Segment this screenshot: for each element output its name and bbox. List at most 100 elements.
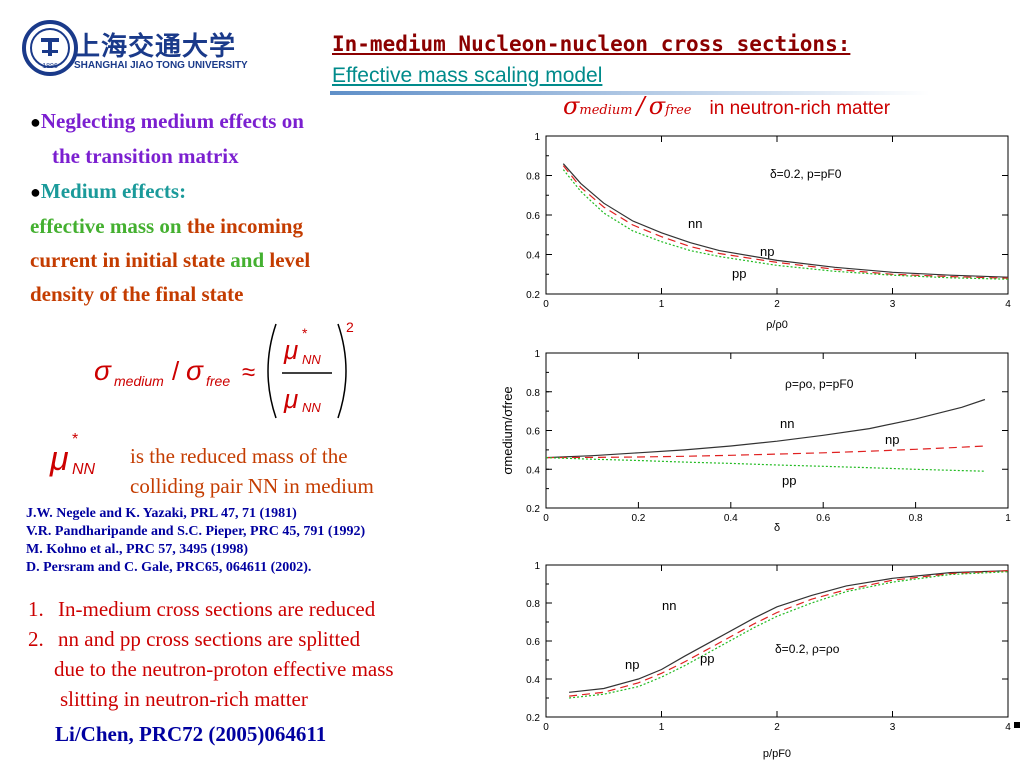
x-tick-label: 2 — [774, 722, 780, 733]
plot-frame — [545, 135, 1009, 295]
y-tick-label: 0.4 — [526, 465, 540, 476]
svg-text:free: free — [206, 373, 230, 389]
y-tick-label: 0.4 — [526, 675, 540, 686]
series-line-nn — [569, 570, 1009, 693]
curve-label-np: np — [625, 657, 639, 672]
reference-item: J.W. Negele and K. Yazaki, PRL 47, 71 (1… — [26, 506, 297, 521]
svg-text:1896: 1896 — [42, 63, 58, 70]
curve-label-nn: nn — [662, 598, 676, 613]
series-line-nn — [562, 163, 1009, 278]
chart-isospin-asymmetry: 0.20.40.60.810 0.2 0.4 0.6 0.8 1δσmedium/σfre… — [500, 349, 1011, 534]
reference-item: M. Kohno et al., PRC 57, 3495 (1998) — [26, 542, 249, 557]
svg-text:≈: ≈ — [242, 359, 255, 386]
x-tick-label: 0.8 — [909, 513, 923, 524]
curve-label-nn: nn — [688, 216, 702, 231]
y-tick-label: 0.4 — [526, 251, 540, 262]
series-line-np — [545, 445, 985, 459]
svg-text:*: * — [72, 431, 78, 448]
x-tick-label: 0.2 — [631, 513, 645, 524]
svg-text:NN: NN — [302, 352, 321, 367]
y-tick-label: 0.6 — [526, 637, 540, 648]
series-line-np — [569, 570, 1009, 697]
university-logo: 1896 — [22, 18, 242, 84]
x-tick-label: 0 — [543, 513, 549, 524]
x-tick-label: 4 — [1005, 722, 1011, 733]
chart-annotation: ρ=ρo, p=pF0 — [785, 377, 854, 391]
effective-mass-formula: σ medium / σ free ≈ μ * NN μ NN 2 — [94, 319, 354, 419]
plot-frame — [545, 564, 1009, 718]
x-tick-label: 4 — [1005, 299, 1011, 310]
series-line-pp — [569, 571, 1009, 699]
bullet-neglecting-medium: ●Neglecting medium effects on the transi… — [30, 109, 304, 168]
series-line-np — [562, 165, 1009, 279]
x-tick-label: 3 — [890, 722, 896, 733]
x-tick-label: 3 — [890, 299, 896, 310]
y-tick-label: 0.2 — [526, 290, 540, 301]
y-tick-label: 0.8 — [526, 599, 540, 610]
series-line-pp — [545, 457, 985, 472]
y-tick-label: 0.6 — [526, 211, 540, 222]
references-list: J.W. Negele and K. Yazaki, PRL 47, 71 (1… — [26, 505, 365, 577]
x-tick-label: 0.4 — [724, 513, 738, 524]
y-tick-label: 0.6 — [526, 427, 540, 438]
x-tick-label: 1 — [659, 299, 665, 310]
curve-label-np: np — [760, 244, 774, 259]
reference-item: D. Persram and C. Gale, PRC65, 064611 (2… — [26, 560, 312, 575]
y-tick-label: 1 — [534, 132, 540, 143]
x-tick-label: 2 — [774, 299, 780, 310]
svg-text:σ: σ — [186, 355, 204, 386]
y-tick-label: 0.2 — [526, 713, 540, 724]
curve-label-pp: pp — [732, 266, 746, 281]
bullet-dot-icon: ● — [30, 182, 41, 202]
reference-item: V.R. Pandharipande and S.C. Pieper, PRC … — [26, 524, 366, 539]
reduced-mass-symbol: μ * NN — [49, 431, 96, 478]
university-seal-icon: 1896 — [22, 20, 78, 76]
svg-text:μ: μ — [49, 440, 69, 478]
y-tick-label: 1 — [534, 349, 540, 360]
svg-text:*: * — [302, 325, 308, 341]
x-axis-label: p/pF0 — [763, 748, 791, 760]
series-line-nn — [545, 398, 986, 459]
plot-frame — [545, 352, 1009, 509]
svg-text:medium: medium — [114, 373, 164, 389]
curve-label-nn: nn — [780, 416, 794, 431]
x-tick-label: 1 — [659, 722, 665, 733]
chart-annotation: δ=0.2, p=pF0 — [770, 167, 842, 181]
conclusion-item: 2. nn and pp cross sections are splitted — [28, 627, 361, 651]
reduced-mass-description: is the reduced mass of the colliding pai… — [130, 444, 374, 498]
svg-text:μ: μ — [283, 335, 298, 365]
university-name-chinese: 上海交通大学 — [74, 32, 237, 62]
x-tick-label: 0 — [543, 722, 549, 733]
curve-label-np: np — [885, 432, 899, 447]
y-tick-label: 0.8 — [526, 172, 540, 183]
curve-label-pp: pp — [782, 473, 796, 488]
chart-momentum-dependence: 0.2 0.4 0.6 0.8 1 0 1 2 3 4 p/pF0 nn np pp δ=0.2, ρ=ρo — [526, 561, 1011, 760]
series-line-pp — [562, 169, 1009, 280]
svg-text:σ: σ — [94, 355, 112, 386]
x-axis-label: ρ/ρ0 — [766, 319, 788, 331]
citation: Li/Chen, PRC72 (2005)064611 — [55, 722, 327, 746]
y-tick-label: 1 — [534, 561, 540, 572]
slide-subtitle: Effective mass scaling model — [332, 64, 603, 87]
conclusions-list: 1. In-medium cross sections are reduced 2… — [28, 594, 394, 714]
svg-text:NN: NN — [72, 461, 96, 478]
plot-header: σmedium / σfree in neutron-rich matter — [563, 92, 891, 120]
svg-text:μ: μ — [283, 384, 298, 414]
bullet-medium-effects: ●Medium effects: effective mass on the i… — [30, 179, 311, 306]
slide-marker — [1014, 722, 1020, 728]
x-tick-label: 0 — [543, 299, 549, 310]
university-name-english: SHANGHAI JIAO TONG UNIVERSITY — [74, 60, 248, 71]
svg-text:2: 2 — [346, 319, 354, 335]
svg-text:NN: NN — [302, 400, 321, 415]
curve-label-pp: pp — [700, 651, 714, 666]
x-tick-label: 0.6 — [816, 513, 830, 524]
svg-text:/: / — [172, 356, 180, 386]
conclusion-item: 1. In-medium cross sections are reduced — [28, 597, 376, 621]
y-axis-label: σmedium/σfree — [500, 386, 515, 474]
chart-annotation: δ=0.2, ρ=ρo — [775, 642, 840, 656]
x-axis-label: δ — [774, 522, 780, 534]
title-divider — [330, 91, 930, 95]
x-tick-label: 1 — [1005, 513, 1011, 524]
bullet-dot-icon: ● — [30, 112, 41, 132]
